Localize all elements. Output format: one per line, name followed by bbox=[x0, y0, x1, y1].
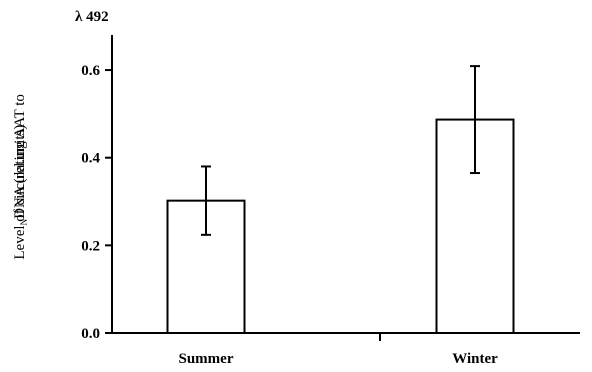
x-category-label: Summer bbox=[179, 351, 234, 367]
y-tick-label: 0.0 bbox=[81, 326, 100, 342]
chart-top-label: λ 492 bbox=[75, 9, 109, 25]
y-tick-label: 0.4 bbox=[81, 151, 100, 167]
y-axis-title-line2-text: DNA (rel.units) bbox=[12, 125, 28, 219]
y-axis-title-line2: NDNA (rel.units) bbox=[12, 125, 29, 226]
y-tick-label: 0.6 bbox=[81, 63, 100, 79]
x-categories: Summer Winter bbox=[179, 333, 498, 367]
x-category-label: Winter bbox=[452, 351, 498, 367]
y-axis-title-line1: Level of circulating AAT to bbox=[12, 94, 28, 260]
y-ticks: 0.0 0.2 0.4 0.6 bbox=[81, 63, 112, 342]
y-tick-label: 0.2 bbox=[81, 238, 100, 254]
y-axis-title-subscript: N bbox=[19, 218, 29, 225]
y-axis-title: Level of circulating AAT to NDNA (rel.un… bbox=[12, 90, 29, 259]
bars bbox=[166, 65, 515, 335]
